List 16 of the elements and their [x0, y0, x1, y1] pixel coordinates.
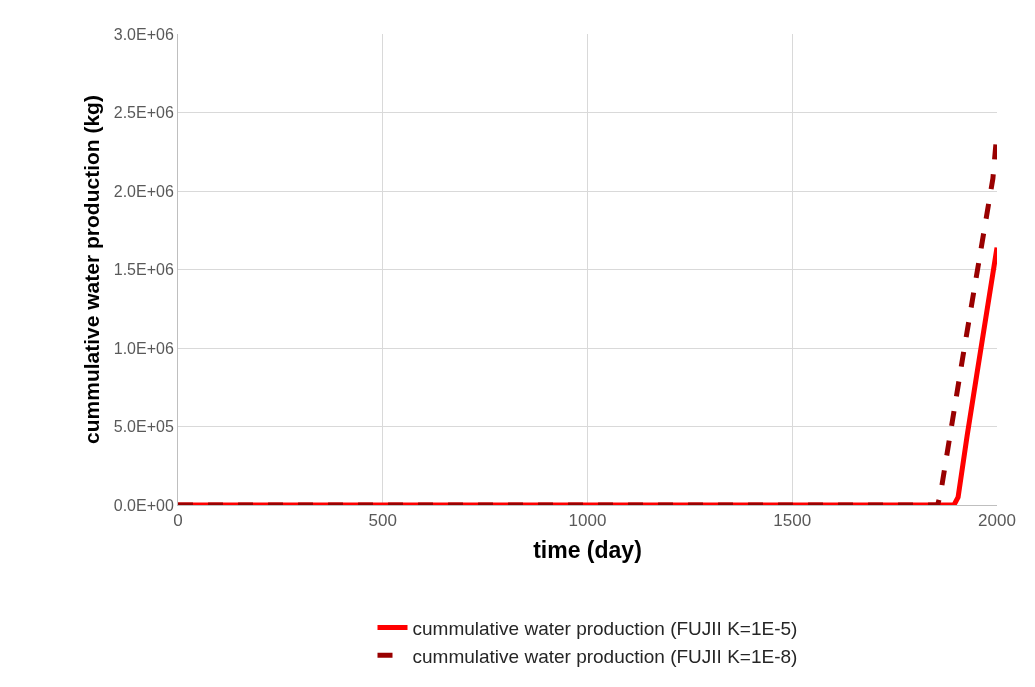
x-axis-title: time (day)	[533, 537, 642, 563]
x-tick-label: 1500	[773, 511, 812, 531]
y-tick-label: 1.5E+06	[113, 261, 174, 279]
x-tick-label: 1000	[568, 511, 607, 531]
y-tick-label: 2.0E+06	[113, 182, 174, 200]
y-tick-label: 1.0E+06	[113, 339, 174, 357]
y-tick-label: 3.0E+06	[113, 25, 174, 43]
x-tick-label: 2000	[978, 511, 1016, 531]
x-tick-label: 500	[368, 511, 397, 531]
legend-label: cummulative water production (FUJII K=1E-8)	[412, 645, 798, 667]
y-axis-title: cummulative water production (kg)	[79, 95, 103, 444]
y-tick-label: 2.5E+06	[113, 104, 174, 122]
x-tick-label: 0	[173, 511, 183, 531]
legend-label: cummulative water production (FUJII K=1E-5)	[412, 617, 798, 639]
y-tick-label: 0.0E+00	[113, 496, 174, 514]
y-tick-label: 5.0E+05	[113, 418, 174, 436]
